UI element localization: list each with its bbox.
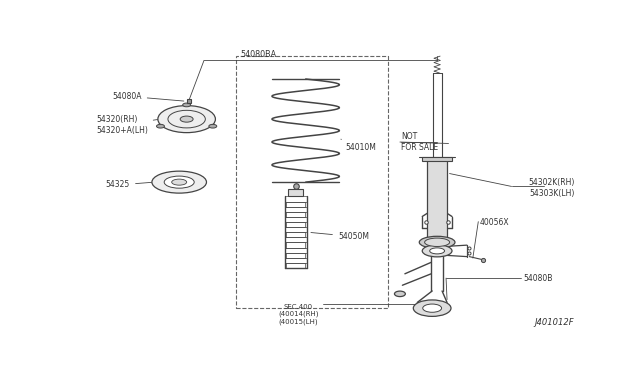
- Ellipse shape: [429, 248, 445, 254]
- Text: 40056X: 40056X: [479, 218, 509, 227]
- Ellipse shape: [172, 179, 187, 185]
- Ellipse shape: [413, 300, 451, 317]
- Text: SEC.400
(40014(RH)
(40015(LH): SEC.400 (40014(RH) (40015(LH): [278, 304, 319, 325]
- Ellipse shape: [180, 116, 193, 122]
- Bar: [428, 159, 447, 240]
- Text: 54302K(RH)
54303K(LH): 54302K(RH) 54303K(LH): [529, 178, 575, 198]
- Text: NOT
FOR SALE: NOT FOR SALE: [401, 132, 438, 152]
- Ellipse shape: [182, 103, 191, 107]
- Ellipse shape: [394, 291, 405, 296]
- Text: J401012F: J401012F: [534, 318, 573, 327]
- Text: 54050M: 54050M: [311, 232, 369, 241]
- Ellipse shape: [164, 176, 194, 188]
- Text: 54080A: 54080A: [112, 92, 184, 101]
- Text: 54080BA: 54080BA: [241, 50, 276, 59]
- Ellipse shape: [158, 106, 216, 133]
- Bar: [236, 56, 388, 308]
- Text: 54010M: 54010M: [341, 139, 376, 152]
- Text: 54320(RH)
54320+A(LH): 54320(RH) 54320+A(LH): [96, 115, 157, 135]
- Ellipse shape: [157, 124, 164, 128]
- Text: 54325: 54325: [106, 180, 152, 189]
- Bar: [288, 189, 303, 196]
- Ellipse shape: [424, 238, 450, 247]
- Bar: [422, 157, 452, 161]
- Text: 54080B: 54080B: [523, 273, 552, 283]
- Ellipse shape: [422, 245, 452, 257]
- Ellipse shape: [209, 124, 217, 128]
- Ellipse shape: [423, 304, 442, 312]
- Ellipse shape: [152, 171, 207, 193]
- Ellipse shape: [419, 236, 455, 248]
